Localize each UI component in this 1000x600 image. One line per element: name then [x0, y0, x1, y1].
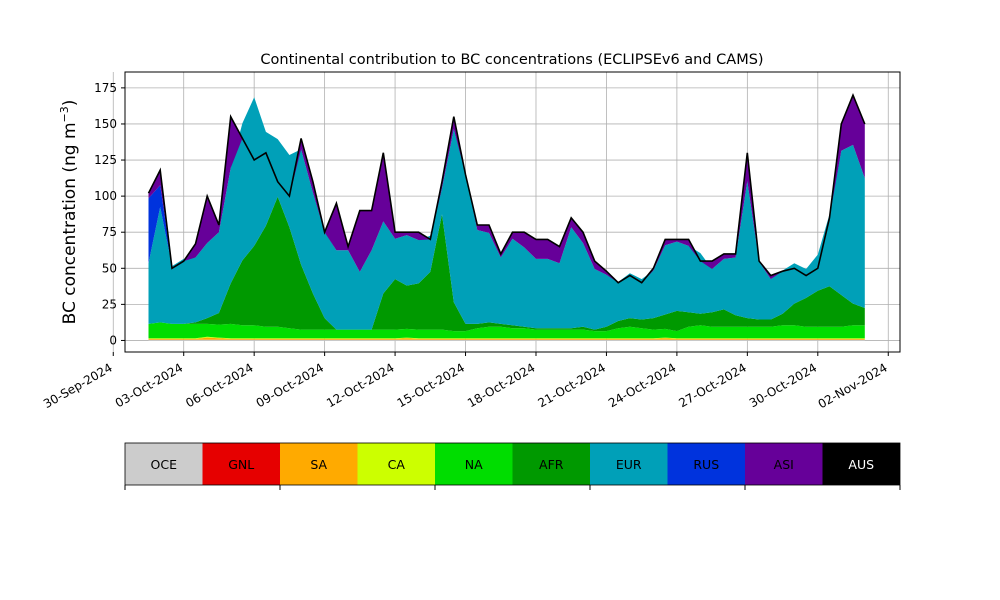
y-tick: 25	[102, 297, 125, 311]
legend-item-afr: AFR	[512, 443, 590, 485]
y-tick-label: 150	[94, 117, 117, 131]
legend-label: CA	[388, 457, 406, 472]
y-tick-label: 100	[94, 189, 117, 203]
y-tick: 175	[94, 81, 125, 95]
legend-label: GNL	[228, 457, 254, 472]
area-na	[148, 322, 865, 339]
area-eur	[148, 97, 865, 330]
legend-item-ca: CA	[357, 443, 435, 485]
legend-label: AUS	[848, 457, 874, 472]
y-axis-label: BC concentration (ng m−3)	[58, 100, 80, 325]
y-tick: 50	[102, 261, 125, 275]
area-afr	[148, 196, 865, 332]
legend-frame	[124, 442, 901, 486]
y-tick: 125	[94, 153, 125, 167]
y-tick-label: 75	[102, 225, 117, 239]
legend-item-sa: SA	[280, 443, 358, 485]
legend-label: SA	[310, 457, 327, 472]
axes-frame	[124, 71, 901, 353]
legend-item-asi: ASI	[745, 443, 823, 485]
y-axis-ticks: 0 25 50 75 100 125 150 175	[94, 81, 125, 347]
total-outline	[147, 92, 866, 284]
legend-item-gnl: GNL	[202, 443, 280, 485]
legend-label: ASI	[774, 457, 794, 472]
area-sa	[148, 337, 865, 340]
y-tick-label: 175	[94, 81, 117, 95]
legend-label: NA	[465, 457, 483, 472]
legend-swatch	[745, 443, 823, 485]
legend-item-aus: AUS	[822, 443, 900, 485]
y-tick-label: 0	[109, 333, 117, 347]
legend-swatch	[822, 443, 900, 485]
area-top-band	[148, 95, 865, 283]
legend-swatch	[512, 443, 590, 485]
y-tick-label: 125	[94, 153, 117, 167]
total-line	[147, 92, 866, 284]
legend-swatch	[202, 443, 280, 485]
y-tick: 0	[109, 333, 125, 347]
legend-item-eur: EUR	[590, 443, 668, 485]
y-tick-label: 50	[102, 261, 117, 275]
legend-item-na: NA	[435, 443, 513, 485]
y-axis-label-close: )	[60, 100, 80, 107]
y-tick: 100	[94, 189, 125, 203]
legend-label: OCE	[151, 457, 178, 472]
area-ca	[148, 336, 865, 339]
legend-swatch	[357, 443, 435, 485]
legend-item-oce: OCE	[125, 443, 203, 485]
stacked-areas	[148, 95, 865, 341]
legend: OCE GNL SA CA NA AFR EUR RUS ASI AUS	[124, 442, 901, 490]
y-axis-label-superscript: −3	[58, 106, 71, 122]
legend-label: AFR	[539, 457, 564, 472]
legend-swatch	[590, 443, 668, 485]
area-oce	[148, 339, 865, 341]
legend-swatch	[435, 443, 513, 485]
y-tick: 75	[102, 225, 125, 239]
legend-item-rus: RUS	[667, 443, 745, 485]
legend-label: EUR	[616, 457, 642, 472]
legend-label: RUS	[693, 457, 719, 472]
legend-swatch	[280, 443, 358, 485]
y-tick-label: 25	[102, 297, 117, 311]
legend-swatch	[667, 443, 745, 485]
legend-swatch	[125, 443, 203, 485]
chart-title: Continental contribution to BC concentra…	[260, 52, 763, 68]
y-tick: 150	[94, 117, 125, 131]
y-axis-label-text: BC concentration (ng m	[60, 122, 80, 324]
